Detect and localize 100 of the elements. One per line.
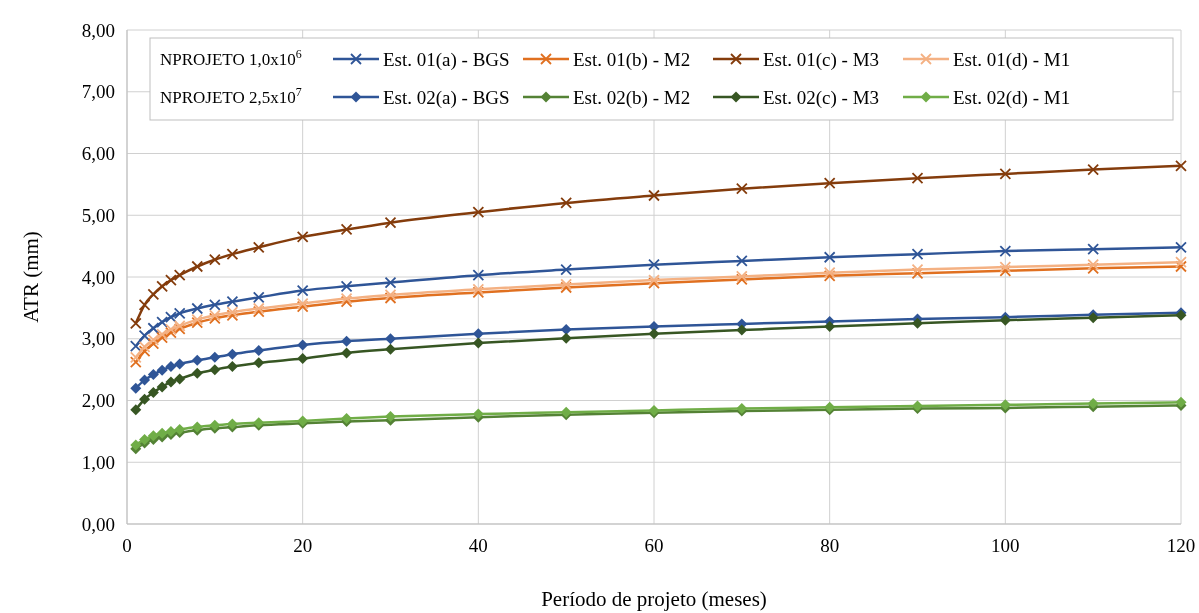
x-tick-label: 80 <box>820 535 840 556</box>
point <box>648 328 660 340</box>
y-tick-label: 7,00 <box>81 81 115 103</box>
point <box>385 333 396 345</box>
point <box>648 277 660 290</box>
point <box>472 328 484 340</box>
legend-label: Est. 02(b) - M2 <box>573 86 691 109</box>
point <box>191 302 204 315</box>
point <box>252 241 265 254</box>
point <box>1175 260 1187 273</box>
point <box>130 382 142 394</box>
point <box>147 369 159 381</box>
point <box>340 223 353 236</box>
point <box>208 298 221 311</box>
annotation: NPROJETO 1,0x10$^{6}$ <box>160 47 302 69</box>
point <box>384 276 397 289</box>
point <box>385 343 396 355</box>
legend-label: Est. 01(d) - M1 <box>953 48 1071 71</box>
point <box>138 329 151 342</box>
point <box>911 172 924 185</box>
point <box>560 263 573 276</box>
point <box>297 339 309 351</box>
point <box>341 412 353 424</box>
point <box>165 361 177 373</box>
point <box>296 284 309 297</box>
x-tick-label: 0 <box>122 535 132 556</box>
point <box>1087 163 1100 176</box>
point <box>911 263 924 276</box>
y-tick-label: 4,00 <box>81 266 115 288</box>
legend-label: Est. 02(c) - M3 <box>763 86 880 109</box>
point <box>1175 241 1187 254</box>
point <box>129 340 142 353</box>
point <box>130 404 142 416</box>
point <box>156 381 168 393</box>
point <box>139 393 151 405</box>
point <box>252 291 265 304</box>
point <box>165 274 177 286</box>
x-tick-label: 100 <box>991 535 1020 556</box>
point <box>130 439 142 451</box>
x-tick-label: 20 <box>293 535 313 556</box>
point <box>1087 243 1100 256</box>
point <box>341 335 353 347</box>
point <box>138 298 151 311</box>
point <box>139 433 151 445</box>
point <box>472 206 485 219</box>
point <box>911 248 924 261</box>
point <box>824 320 836 332</box>
point <box>191 367 203 379</box>
point <box>156 280 169 293</box>
point <box>147 337 160 350</box>
point <box>384 216 397 229</box>
point <box>226 295 239 308</box>
point <box>156 427 168 439</box>
point <box>191 354 203 366</box>
point <box>823 251 836 264</box>
legend-label: Est. 02(a) - BGS <box>383 86 510 109</box>
y-tick-label: 5,00 <box>81 204 115 226</box>
point <box>226 361 238 373</box>
y-axis-title: ATR (mm) <box>19 231 43 323</box>
y-tick-label: 2,00 <box>81 390 115 412</box>
point <box>209 364 221 376</box>
point <box>472 269 485 282</box>
point <box>129 356 142 369</box>
point <box>648 189 660 202</box>
legend-label: Est. 01(c) - M3 <box>763 48 880 71</box>
point <box>253 344 265 356</box>
point <box>296 230 309 243</box>
point <box>735 255 748 267</box>
point <box>156 316 169 328</box>
point <box>297 353 309 365</box>
point <box>1175 256 1187 269</box>
point <box>823 177 836 190</box>
point <box>174 358 186 370</box>
annotation: NPROJETO 2,5x10$^{7}$ <box>160 85 302 107</box>
legend-label: Est. 01(a) - BGS <box>383 48 510 71</box>
point <box>147 334 160 346</box>
point <box>648 274 660 286</box>
point <box>911 267 924 280</box>
point <box>226 348 238 360</box>
point <box>912 317 923 329</box>
point <box>736 324 748 336</box>
point <box>129 317 142 330</box>
point <box>1087 258 1100 271</box>
point <box>209 351 221 363</box>
point <box>999 245 1012 257</box>
x-axis-title: Período de projeto (meses) <box>541 587 767 611</box>
point <box>472 337 484 349</box>
point <box>156 364 168 376</box>
x-tick-label: 40 <box>468 535 488 556</box>
point <box>341 347 353 359</box>
point <box>138 345 151 357</box>
point <box>129 351 142 364</box>
y-tick-label: 0,00 <box>81 513 115 535</box>
point <box>174 373 186 385</box>
point <box>165 311 177 324</box>
legend-label: Est. 02(d) - M1 <box>953 86 1071 109</box>
point <box>999 167 1012 180</box>
point <box>560 332 572 344</box>
point <box>147 322 160 335</box>
y-tick-label: 8,00 <box>81 19 115 41</box>
